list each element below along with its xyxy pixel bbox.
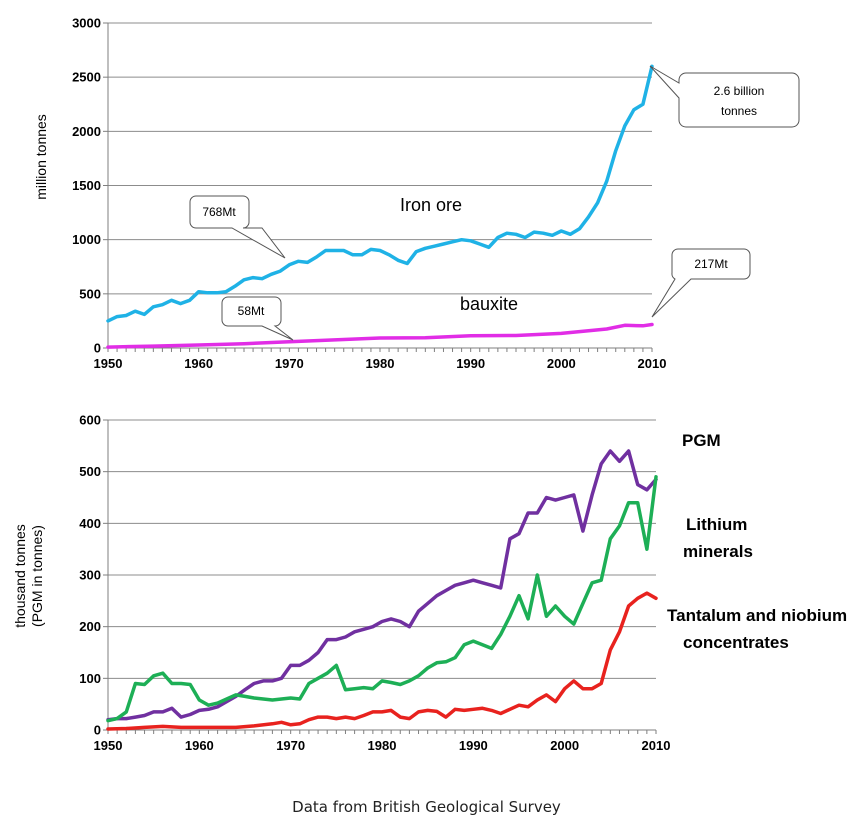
series-line-pgm bbox=[106, 449, 658, 722]
callout-217mt: 217Mt bbox=[651, 248, 751, 318]
series-line-bauxite bbox=[106, 322, 654, 349]
top-xtick-label-2000: 2000 bbox=[547, 356, 576, 371]
top-xtick-label-1990: 1990 bbox=[456, 356, 485, 371]
series-line-tantalum-and-niobium-concentrates bbox=[106, 591, 658, 731]
callout-58mt: 58Mt bbox=[221, 296, 294, 341]
top-xtick-label-1970: 1970 bbox=[275, 356, 304, 371]
bot-ytick-label-500: 500 bbox=[79, 464, 101, 479]
top-xtick-label-1980: 1980 bbox=[366, 356, 395, 371]
iron-ore-series-label: Iron ore bbox=[400, 195, 462, 215]
callout-2-6-billion: 2.6 billion tonnes bbox=[649, 65, 800, 128]
bot-ytick-label-400: 400 bbox=[79, 516, 101, 531]
bottom-chart-series bbox=[106, 449, 658, 731]
callout-2-6-billion-line1: 2.6 billion bbox=[714, 84, 765, 98]
bot-ytick-label-200: 200 bbox=[79, 619, 101, 634]
top-xtick-label-1950: 1950 bbox=[94, 356, 123, 371]
bot-xtick-label-1950: 1950 bbox=[94, 738, 123, 753]
callout-768mt-text: 768Mt bbox=[202, 205, 236, 219]
callout-768mt-shape bbox=[189, 195, 286, 259]
callout-58mt-text: 58Mt bbox=[238, 304, 265, 318]
bot-xtick-label-1970: 1970 bbox=[276, 738, 305, 753]
bot-xtick-label-1990: 1990 bbox=[459, 738, 488, 753]
top-ytick-label-2500: 2500 bbox=[72, 70, 101, 85]
top-chart-axes bbox=[103, 22, 653, 352]
callout-2-6-billion-line2: tonnes bbox=[721, 104, 757, 118]
callout-217mt-text: 217Mt bbox=[694, 257, 728, 271]
bot-xtick-label-1960: 1960 bbox=[185, 738, 214, 753]
lithium-series-label-line1: Lithium bbox=[686, 515, 747, 534]
series-line-iron-ore bbox=[106, 64, 654, 323]
bot-xtick-label-2000: 2000 bbox=[550, 738, 579, 753]
top-ytick-label-500: 500 bbox=[79, 286, 101, 301]
bot-xtick-label-1980: 1980 bbox=[368, 738, 397, 753]
bauxite-series-label: bauxite bbox=[460, 294, 518, 314]
bottom-chart-axes bbox=[103, 419, 657, 734]
top-chart-gridlines bbox=[108, 22, 652, 295]
callout-2-6-billion-shape bbox=[649, 65, 800, 128]
top-xtick-label-2010: 2010 bbox=[638, 356, 667, 371]
bottom-chart-gridlines bbox=[108, 419, 656, 679]
bottom-y-axis-label-line1: thousand tonnes bbox=[12, 524, 28, 628]
top-xtick-label-1960: 1960 bbox=[184, 356, 213, 371]
top-ytick-label-2000: 2000 bbox=[72, 124, 101, 139]
series-line-lithium-minerals bbox=[106, 475, 658, 723]
bottom-y-axis-label: thousand tonnes (PGM in tonnes) bbox=[12, 524, 45, 628]
top-ytick-label-0: 0 bbox=[94, 341, 101, 356]
bot-ytick-label-600: 600 bbox=[79, 413, 101, 428]
top-ytick-label-1000: 1000 bbox=[72, 232, 101, 247]
bot-ytick-label-100: 100 bbox=[79, 671, 101, 686]
top-chart-series bbox=[106, 64, 654, 349]
callout-58mt-shape bbox=[221, 296, 294, 341]
callout-768mt: 768Mt bbox=[189, 195, 286, 259]
pgm-series-label: PGM bbox=[682, 431, 721, 450]
tantalum-series-label-line1: Tantalum and niobium bbox=[667, 606, 847, 625]
source-note: Data from British Geological Survey bbox=[292, 798, 561, 816]
top-chart-tick-labels: 0 500 1000 1500 2000 2500 3000 1950 1960 1970 1980… bbox=[72, 16, 666, 372]
top-y-axis-label: million tonnes bbox=[33, 114, 49, 200]
bot-ytick-label-0: 0 bbox=[94, 723, 101, 738]
tantalum-series-label-line2: concentrates bbox=[683, 633, 789, 652]
bottom-chart-tick-labels: 0 100 200 300 400 500 600 1950 1960 1970 1980 1990 2… bbox=[79, 413, 670, 754]
top-ytick-label-1500: 1500 bbox=[72, 178, 101, 193]
top-ytick-label-3000: 3000 bbox=[72, 16, 101, 31]
bottom-y-axis-label-line2: (PGM in tonnes) bbox=[29, 525, 45, 627]
callout-217mt-shape bbox=[651, 248, 751, 318]
lithium-series-label-line2: minerals bbox=[683, 542, 753, 561]
bot-ytick-label-300: 300 bbox=[79, 568, 101, 583]
bot-xtick-label-2010: 2010 bbox=[642, 738, 671, 753]
